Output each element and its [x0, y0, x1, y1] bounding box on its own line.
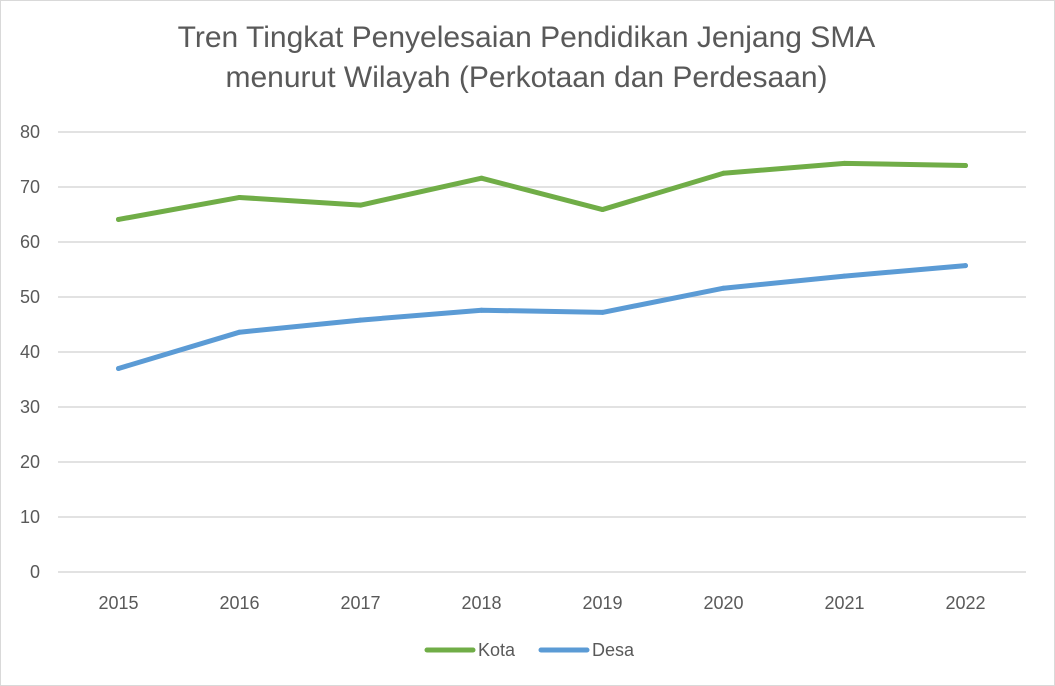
x-tick-label: 2022: [945, 593, 985, 613]
y-tick-label: 20: [20, 452, 40, 472]
data-point-kota-2021: [842, 160, 847, 166]
data-point-desa-2019: [600, 309, 605, 315]
y-tick-label: 50: [20, 287, 40, 307]
x-tick-label: 2020: [703, 593, 743, 613]
data-point-desa-2015: [116, 366, 121, 371]
data-point-kota-2022: [963, 163, 968, 169]
data-point-kota-2019: [600, 207, 605, 213]
y-tick-label: 10: [20, 507, 40, 527]
chart-title-line-2: menurut Wilayah (Perkotaan dan Perdesaan…: [225, 61, 828, 94]
series-line-kota: [116, 160, 968, 222]
legend-item-desa: Desa: [538, 640, 635, 660]
x-axis-tick-labels: 2015 2016 2017 2018 2019 2020 2021 2022: [98, 593, 985, 613]
series-line-desa: [116, 263, 968, 371]
y-tick-label: 0: [30, 562, 40, 582]
data-point-kota-2020: [721, 170, 726, 176]
series-lines: [116, 160, 968, 371]
data-point-desa-2020: [721, 285, 726, 291]
data-point-kota-2015: [116, 216, 121, 222]
x-tick-label: 2016: [219, 593, 259, 613]
y-tick-label: 70: [20, 177, 40, 197]
chart-title-line-1: Tren Tingkat Penyelesaian Pendidikan Jen…: [177, 21, 876, 54]
data-point-desa-2021: [842, 273, 847, 279]
data-point-kota-2018: [479, 175, 484, 181]
gridlines: [58, 131, 1026, 573]
legend: Kota Desa: [424, 640, 635, 660]
data-point-desa-2022: [963, 263, 968, 269]
x-tick-label: 2015: [98, 593, 138, 613]
y-tick-label: 40: [20, 342, 40, 362]
legend-label-kota: Kota: [478, 640, 516, 660]
legend-label-desa: Desa: [592, 640, 635, 660]
x-tick-label: 2017: [340, 593, 380, 613]
x-tick-label: 2021: [824, 593, 864, 613]
data-point-kota-2017: [358, 202, 363, 208]
data-point-kota-2016: [237, 194, 242, 200]
y-tick-label: 80: [20, 122, 40, 142]
y-axis-tick-labels: 0 10 20 30 40 50 60 70 80: [20, 122, 40, 582]
x-tick-label: 2018: [461, 593, 501, 613]
legend-item-kota: Kota: [424, 640, 516, 660]
y-tick-label: 60: [20, 232, 40, 252]
chart-title: Tren Tingkat Penyelesaian Pendidikan Jen…: [0, 18, 1053, 98]
data-point-desa-2018: [479, 307, 484, 313]
y-tick-label: 30: [20, 397, 40, 417]
data-point-desa-2016: [237, 329, 242, 335]
x-tick-label: 2019: [582, 593, 622, 613]
data-point-desa-2017: [358, 317, 363, 323]
